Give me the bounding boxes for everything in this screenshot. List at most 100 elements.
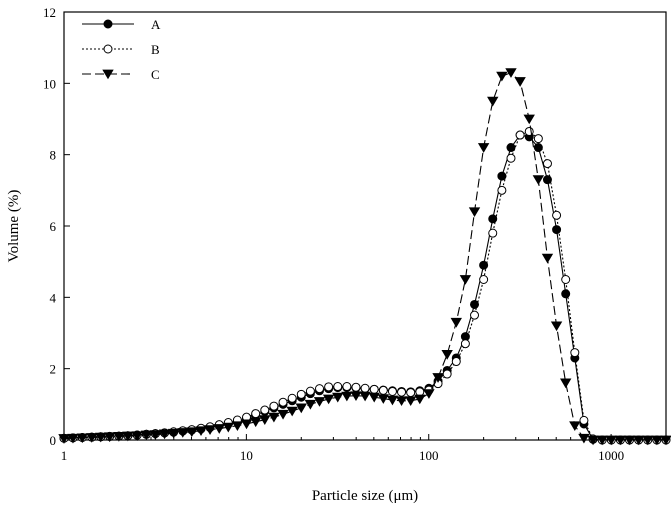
data-point-c <box>559 378 572 389</box>
data-point-c <box>642 435 654 446</box>
data-point-b <box>406 388 416 398</box>
data-point-c <box>76 433 89 444</box>
data-point-b <box>515 130 525 140</box>
data-point-c <box>623 435 636 446</box>
legend-marker <box>103 44 113 54</box>
data-point-b <box>360 383 370 393</box>
data-point-c <box>58 434 70 444</box>
data-point-a <box>506 143 516 153</box>
data-point-c <box>186 427 198 438</box>
y-tick-label: 4 <box>50 290 57 305</box>
legend-marker <box>102 69 114 80</box>
data-point-c <box>505 68 517 78</box>
data-point-b <box>305 386 315 396</box>
x-tick-label: 1000 <box>598 448 624 463</box>
y-tick-label: 12 <box>43 5 56 20</box>
x-axis-title: Particle size (μm) <box>312 488 418 504</box>
data-point-c <box>341 391 353 402</box>
data-point-c <box>404 396 417 407</box>
data-point-c <box>477 143 490 153</box>
data-point-b <box>324 382 334 392</box>
legend-label: B <box>151 42 160 57</box>
data-point-c <box>359 391 371 402</box>
data-point-c <box>432 373 444 383</box>
y-axis-title: Volume (%) <box>6 190 22 263</box>
data-point-c <box>149 430 162 440</box>
data-point-b <box>260 405 270 415</box>
data-point-b <box>278 397 288 407</box>
data-point-a <box>470 299 480 309</box>
data-point-a <box>552 225 562 235</box>
data-point-b <box>315 384 325 394</box>
data-point-c <box>177 428 189 438</box>
legend-label: C <box>151 67 160 82</box>
data-point-b <box>333 382 343 391</box>
data-point-b <box>552 210 562 220</box>
data-point-b <box>296 389 306 399</box>
x-tick-label: 1 <box>61 448 68 463</box>
y-tick-label: 6 <box>50 219 57 234</box>
data-point-b <box>351 382 361 392</box>
data-point-b <box>369 384 379 394</box>
data-point-b <box>479 275 489 284</box>
data-point-b <box>561 275 571 284</box>
data-point-c <box>259 415 271 425</box>
data-point-c <box>523 114 535 125</box>
data-point-c <box>468 207 481 218</box>
data-point-b <box>269 401 279 411</box>
data-point-b <box>506 153 516 163</box>
data-point-c <box>350 391 362 402</box>
legend: ABC <box>82 17 161 82</box>
data-point-c <box>377 394 390 404</box>
data-point-c <box>295 403 307 414</box>
data-point-c <box>660 435 671 446</box>
data-point-c <box>487 96 499 107</box>
data-point-a <box>561 289 571 299</box>
data-point-a <box>497 171 507 181</box>
data-point-c <box>213 424 225 434</box>
data-point-b <box>451 357 461 367</box>
data-point-c <box>578 433 590 444</box>
data-point-b <box>442 369 452 379</box>
data-point-c <box>614 435 627 446</box>
data-point-c <box>332 392 344 403</box>
data-point-c <box>95 432 107 443</box>
data-point-c <box>322 394 335 405</box>
data-point-c <box>103 432 116 443</box>
data-point-c <box>651 435 663 446</box>
data-point-c <box>222 422 234 433</box>
data-point-c <box>514 77 526 87</box>
data-point-c <box>286 406 298 417</box>
data-point-c <box>395 396 408 407</box>
data-point-b <box>378 385 388 395</box>
data-point-b <box>251 409 261 419</box>
data-point-c <box>86 433 98 443</box>
data-point-c <box>605 435 617 446</box>
data-point-c <box>249 417 262 428</box>
data-point-c <box>131 431 143 442</box>
data-point-c <box>386 395 399 406</box>
data-point-c <box>67 433 79 444</box>
data-point-b <box>387 386 397 396</box>
legend-item-c: C <box>82 67 160 82</box>
data-point-b <box>570 348 580 358</box>
data-point-c <box>277 409 289 420</box>
data-point-c <box>268 412 280 423</box>
data-point-c <box>122 431 134 442</box>
data-point-c <box>496 71 508 82</box>
data-point-a <box>488 214 498 224</box>
data-point-c <box>204 425 216 435</box>
data-point-c <box>140 430 153 441</box>
data-point-c <box>368 392 380 403</box>
data-point-c <box>313 397 326 407</box>
data-point-b <box>488 228 498 238</box>
data-point-a <box>542 175 552 185</box>
legend-item-b: B <box>82 42 160 57</box>
data-point-c <box>113 432 125 442</box>
legend-label: A <box>151 17 161 32</box>
legend-marker <box>103 19 113 29</box>
data-point-c <box>587 435 599 446</box>
data-point-b <box>579 415 589 425</box>
